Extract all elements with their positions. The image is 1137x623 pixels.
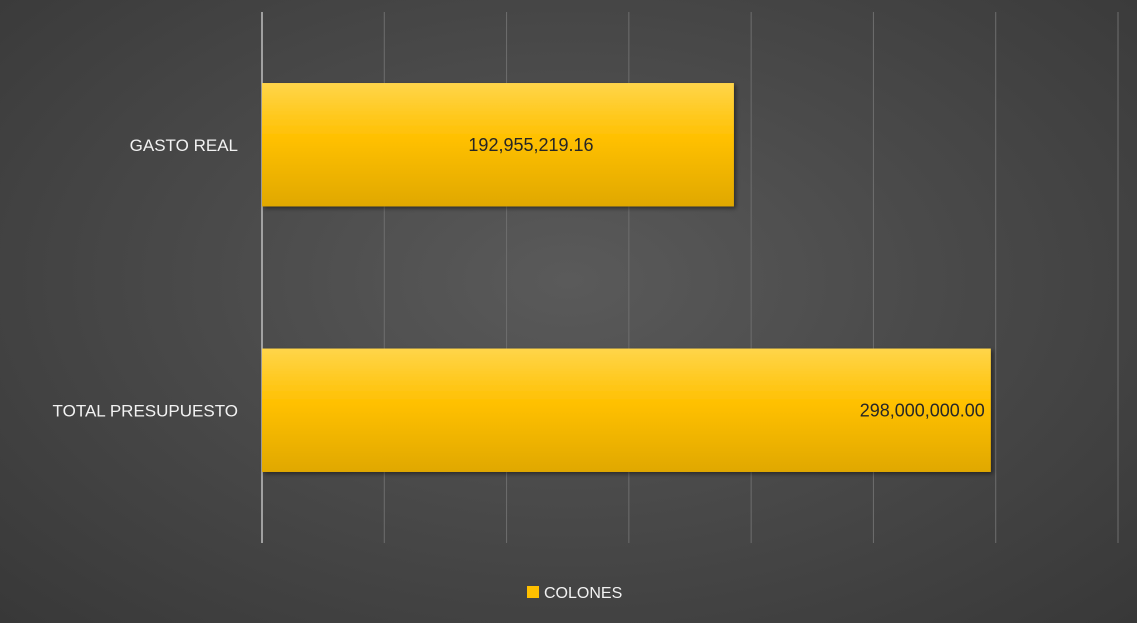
- data-labels: 192,955,219.16 298,000,000.00: [468, 135, 984, 421]
- legend: COLONES: [527, 585, 622, 602]
- data-label: 192,955,219.16: [468, 135, 593, 155]
- bars: [262, 83, 991, 472]
- category-label: GASTO REAL: [130, 136, 238, 155]
- bar-gasto-real: [262, 83, 734, 207]
- data-label: 298,000,000.00: [860, 400, 985, 420]
- legend-label: COLONES: [544, 585, 622, 602]
- category-label: TOTAL PRESUPUESTO: [53, 401, 238, 420]
- category-labels: GASTO REAL TOTAL PRESUPUESTO: [53, 136, 238, 421]
- bar-total-presupuesto: [262, 348, 991, 472]
- legend-swatch: [527, 586, 539, 598]
